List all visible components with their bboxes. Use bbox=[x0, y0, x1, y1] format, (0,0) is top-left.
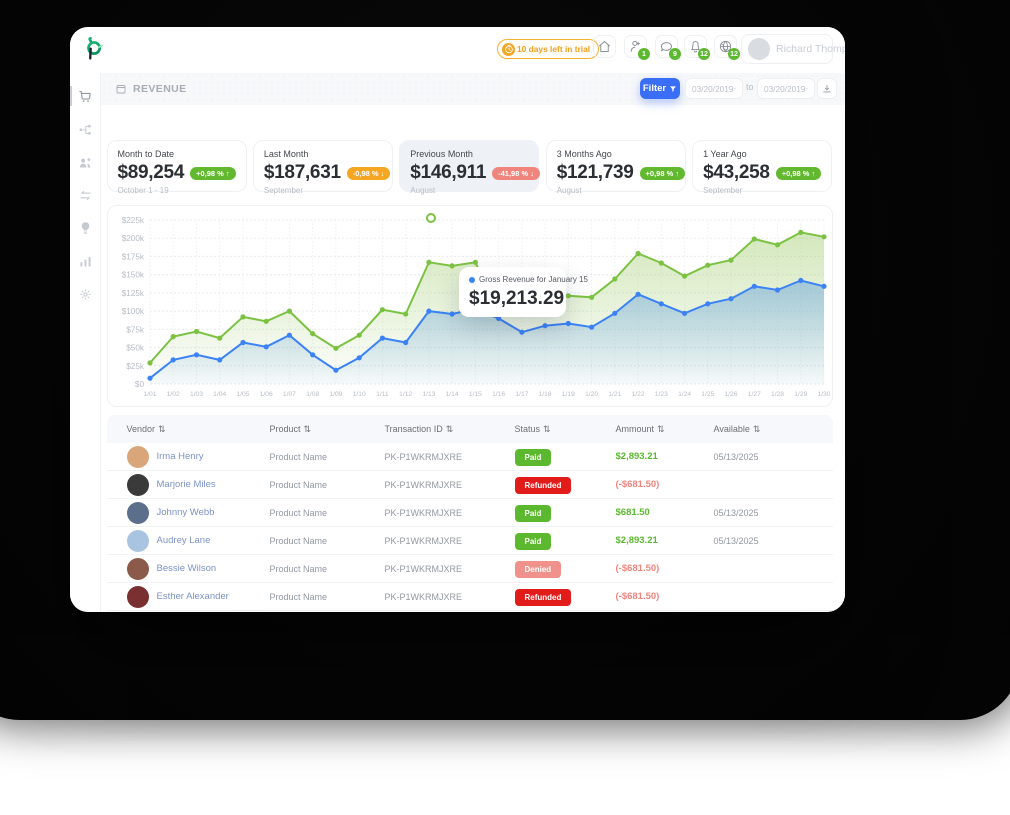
svg-text:$175k: $175k bbox=[122, 252, 145, 261]
svg-text:1/19: 1/19 bbox=[562, 391, 575, 398]
svg-text:$75k: $75k bbox=[126, 325, 145, 334]
svg-text:1/17: 1/17 bbox=[515, 391, 528, 398]
svg-text:1/29: 1/29 bbox=[794, 391, 807, 398]
svg-text:1/03: 1/03 bbox=[190, 391, 203, 398]
svg-text:1/07: 1/07 bbox=[283, 391, 296, 398]
svg-text:1/28: 1/28 bbox=[771, 391, 784, 398]
svg-text:1/13: 1/13 bbox=[422, 391, 435, 398]
svg-text:1/10: 1/10 bbox=[353, 391, 366, 398]
svg-text:1/06: 1/06 bbox=[260, 391, 273, 398]
svg-text:$150k: $150k bbox=[122, 271, 145, 280]
svg-text:1/16: 1/16 bbox=[492, 391, 505, 398]
svg-text:1/30: 1/30 bbox=[817, 391, 830, 398]
svg-text:$25k: $25k bbox=[126, 362, 145, 371]
svg-text:$225k: $225k bbox=[122, 216, 145, 225]
svg-text:1/25: 1/25 bbox=[701, 391, 714, 398]
svg-text:1/05: 1/05 bbox=[236, 391, 249, 398]
svg-text:1/01: 1/01 bbox=[143, 391, 156, 398]
svg-text:1/27: 1/27 bbox=[748, 391, 761, 398]
svg-text:1/04: 1/04 bbox=[213, 391, 226, 398]
svg-text:1/02: 1/02 bbox=[167, 391, 180, 398]
svg-text:$200k: $200k bbox=[122, 234, 145, 243]
svg-text:$125k: $125k bbox=[122, 289, 145, 298]
svg-text:1/08: 1/08 bbox=[306, 391, 319, 398]
svg-text:1/11: 1/11 bbox=[376, 391, 389, 398]
svg-text:$50k: $50k bbox=[126, 344, 145, 353]
svg-text:1/18: 1/18 bbox=[539, 391, 552, 398]
svg-text:$100k: $100k bbox=[122, 307, 145, 316]
svg-text:1/21: 1/21 bbox=[608, 391, 621, 398]
svg-text:1/09: 1/09 bbox=[329, 391, 342, 398]
svg-text:1/20: 1/20 bbox=[585, 391, 598, 398]
svg-text:1/24: 1/24 bbox=[678, 391, 691, 398]
svg-text:1/14: 1/14 bbox=[446, 391, 459, 398]
svg-text:1/26: 1/26 bbox=[724, 391, 737, 398]
svg-text:$0: $0 bbox=[135, 380, 145, 389]
svg-text:1/12: 1/12 bbox=[399, 391, 412, 398]
svg-text:1/23: 1/23 bbox=[655, 391, 668, 398]
svg-text:1/22: 1/22 bbox=[632, 391, 645, 398]
svg-text:1/15: 1/15 bbox=[469, 391, 482, 398]
